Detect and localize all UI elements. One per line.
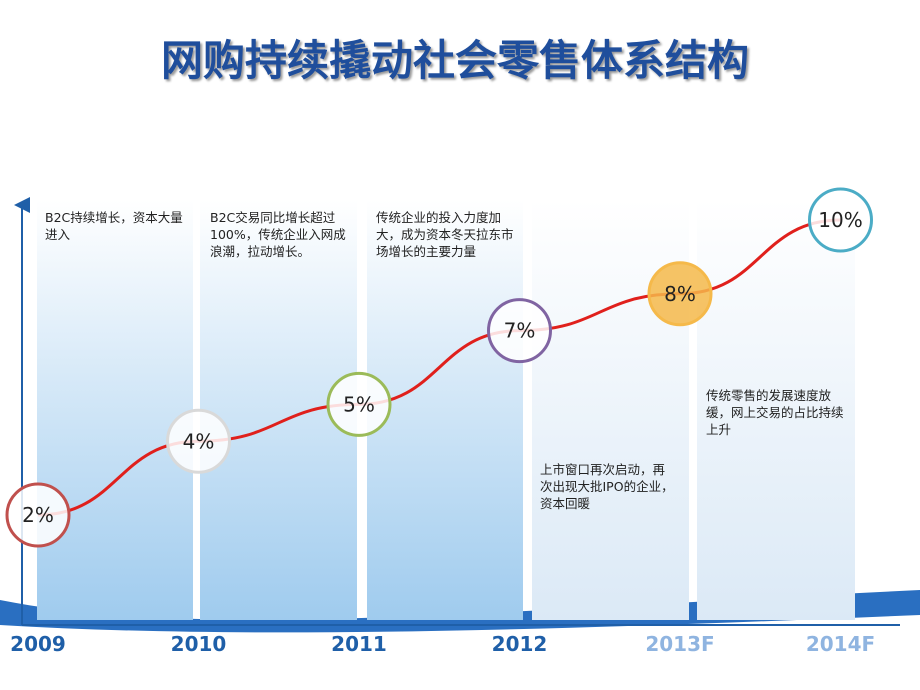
panel bbox=[37, 200, 193, 620]
data-label: 10% bbox=[818, 208, 862, 232]
panel bbox=[532, 200, 689, 620]
point bbox=[487, 298, 552, 364]
x-tick-label: 2010 bbox=[171, 632, 227, 656]
x-tick-label: 2011 bbox=[331, 632, 387, 656]
data-label: 2% bbox=[22, 503, 54, 527]
wave-white bbox=[0, 615, 920, 690]
point bbox=[647, 261, 713, 327]
data-label: 8% bbox=[664, 282, 696, 306]
data-label: 4% bbox=[183, 429, 215, 453]
x-tick-label: 2012 bbox=[492, 632, 548, 656]
annotation: B2C交易同比增长超过100%，传统企业入网成浪潮，拉动增长。 bbox=[210, 210, 346, 259]
chart-title: 网购持续撬动社会零售体系结构 bbox=[161, 36, 749, 85]
point bbox=[5, 482, 71, 548]
x-tick-label: 2014F bbox=[806, 632, 875, 656]
annotation: B2C持续增长，资本大量进入 bbox=[45, 210, 183, 242]
x-tick-label: 2009 bbox=[10, 632, 66, 656]
x-tick-label: 2013F bbox=[645, 632, 714, 656]
panel bbox=[367, 200, 523, 620]
annotation: 上市窗口再次启动，再次出现大批IPO的企业，资本回暖 bbox=[540, 462, 674, 511]
point bbox=[808, 187, 873, 253]
data-label: 5% bbox=[343, 392, 375, 416]
annotation: 传统零售的发展速度放缓，网上交易的占比持续上升 bbox=[706, 388, 844, 437]
panel bbox=[697, 200, 855, 620]
point bbox=[326, 371, 392, 437]
point bbox=[166, 408, 231, 474]
data-label: 7% bbox=[504, 319, 536, 343]
annotation: 传统企业的投入力度加大，成为资本冬天拉东市场增长的主要力量 bbox=[376, 210, 514, 259]
